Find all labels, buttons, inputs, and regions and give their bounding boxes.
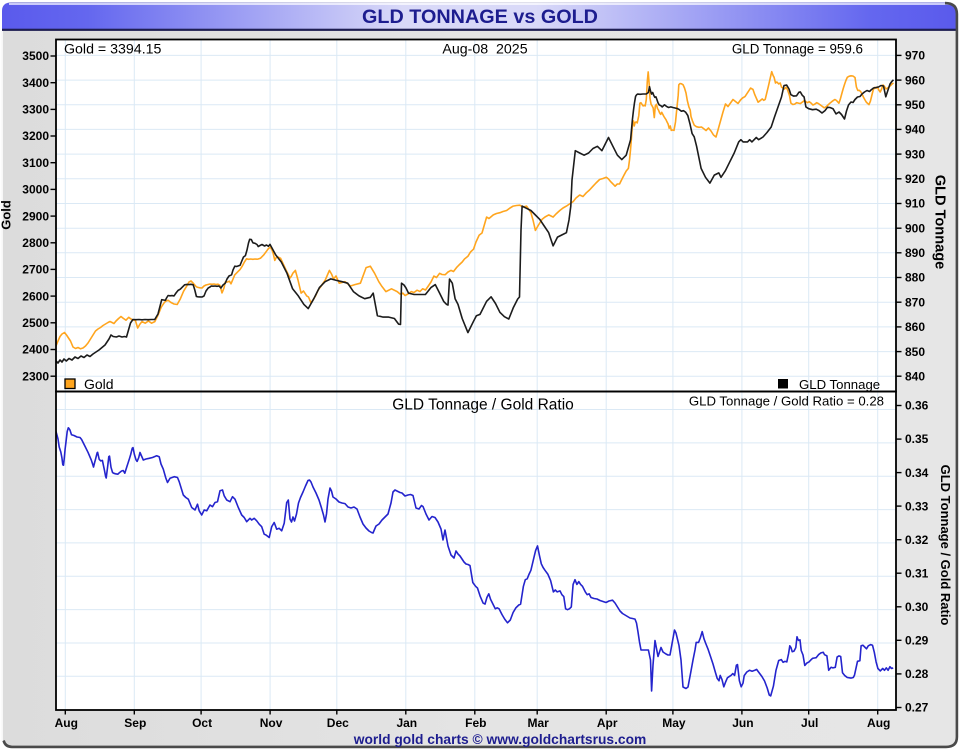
svg-text:900: 900: [905, 221, 925, 235]
svg-text:Sep: Sep: [124, 716, 146, 730]
svg-text:Aug: Aug: [55, 716, 78, 730]
svg-text:0.35: 0.35: [905, 432, 929, 446]
svg-text:950: 950: [905, 98, 925, 112]
svg-text:3400: 3400: [22, 76, 49, 90]
svg-text:960: 960: [905, 73, 925, 87]
svg-text:Jun: Jun: [732, 716, 753, 730]
svg-text:GLD Tonnage / Gold Ratio = 0.2: GLD Tonnage / Gold Ratio = 0.28: [689, 394, 884, 409]
svg-text:0.36: 0.36: [905, 399, 929, 413]
svg-text:2700: 2700: [22, 263, 49, 277]
svg-text:3200: 3200: [22, 129, 49, 143]
svg-text:0.29: 0.29: [905, 634, 929, 648]
svg-text:0.34: 0.34: [905, 466, 929, 480]
svg-text:2500: 2500: [22, 316, 49, 330]
svg-text:2600: 2600: [22, 289, 49, 303]
svg-text:Dec: Dec: [327, 716, 349, 730]
svg-text:Jan: Jan: [396, 716, 417, 730]
svg-text:GLD Tonnage / Gold Ratio: GLD Tonnage / Gold Ratio: [938, 465, 953, 626]
svg-text:910: 910: [905, 197, 925, 211]
svg-text:0.33: 0.33: [905, 499, 929, 513]
svg-text:3000: 3000: [22, 183, 49, 197]
svg-text:2300: 2300: [22, 369, 49, 383]
svg-text:3300: 3300: [22, 103, 49, 117]
svg-text:Gold = 3394.15: Gold = 3394.15: [64, 42, 162, 58]
svg-text:3100: 3100: [22, 156, 49, 170]
svg-text:920: 920: [905, 172, 925, 186]
svg-text:0.32: 0.32: [905, 533, 929, 547]
svg-text:Oct: Oct: [192, 716, 212, 730]
svg-text:930: 930: [905, 147, 925, 161]
svg-text:Feb: Feb: [465, 716, 486, 730]
svg-text:Gold: Gold: [0, 200, 14, 230]
svg-text:May: May: [662, 716, 686, 730]
svg-text:Aug-08 2025: Aug-08 2025: [442, 41, 527, 57]
svg-text:870: 870: [905, 295, 925, 309]
svg-text:GLD Tonnage: GLD Tonnage: [932, 175, 948, 270]
svg-text:2400: 2400: [22, 343, 49, 357]
svg-text:890: 890: [905, 246, 925, 260]
svg-text:Aug: Aug: [867, 716, 890, 730]
svg-text:GLD TONNAGE vs GOLD: GLD TONNAGE vs GOLD: [362, 6, 598, 28]
svg-text:970: 970: [905, 49, 925, 63]
svg-text:880: 880: [905, 271, 925, 285]
svg-text:840: 840: [905, 369, 925, 383]
svg-text:860: 860: [905, 320, 925, 334]
svg-text:world gold charts © www.goldch: world gold charts © www.goldchartsrus.co…: [353, 732, 647, 747]
svg-text:GLD Tonnage = 959.6: GLD Tonnage = 959.6: [732, 41, 863, 56]
svg-text:Nov: Nov: [260, 716, 283, 730]
svg-text:3500: 3500: [22, 49, 49, 63]
svg-text:940: 940: [905, 123, 925, 137]
svg-text:2900: 2900: [22, 209, 49, 223]
svg-text:2800: 2800: [22, 236, 49, 250]
svg-text:0.27: 0.27: [905, 701, 929, 715]
svg-text:850: 850: [905, 345, 925, 359]
svg-text:Gold: Gold: [84, 376, 114, 392]
svg-text:GLD Tonnage / Gold Ratio: GLD Tonnage / Gold Ratio: [392, 397, 574, 414]
svg-text:0.30: 0.30: [905, 600, 929, 614]
svg-text:Apr: Apr: [597, 716, 618, 730]
svg-text:Mar: Mar: [528, 716, 550, 730]
svg-text:0.31: 0.31: [905, 567, 929, 581]
svg-text:GLD Tonnage: GLD Tonnage: [799, 377, 880, 392]
svg-text:0.28: 0.28: [905, 667, 929, 681]
svg-text:Jul: Jul: [801, 716, 818, 730]
